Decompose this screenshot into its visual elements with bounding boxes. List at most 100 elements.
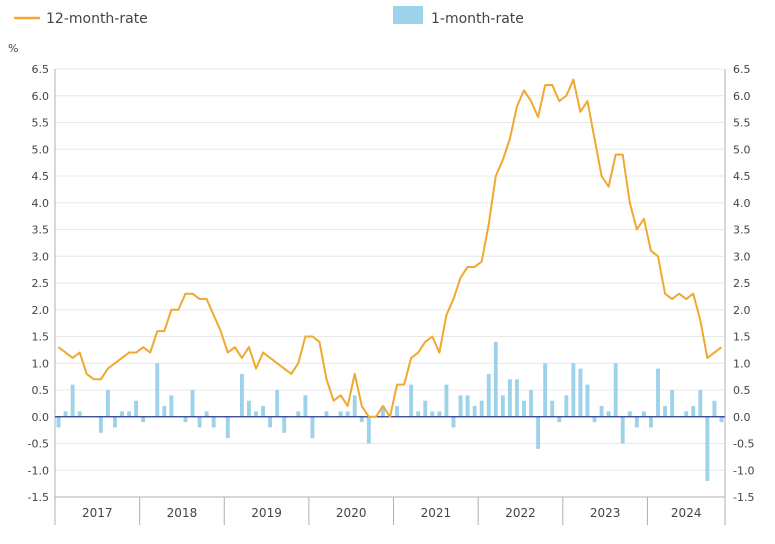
x-axis: 2017 2018 2019 2020 2021 2022 2023 2024 bbox=[54, 496, 726, 525]
y-tick-label-left: 4.5 bbox=[32, 170, 50, 183]
bar bbox=[303, 395, 308, 417]
bar bbox=[550, 400, 555, 417]
legend-bar-label: 1-month-rate bbox=[431, 11, 524, 27]
x-tick-label: 2023 bbox=[590, 506, 621, 520]
bar bbox=[70, 384, 75, 417]
y-tick-label-right: 2.5 bbox=[733, 277, 751, 290]
bar bbox=[247, 400, 251, 417]
y-tick-label-left: 5.5 bbox=[32, 117, 50, 130]
bar bbox=[691, 406, 696, 417]
y-axis-left: 6.5 6.0 5.5 5.0 4.5 4.0 3.5 3.0 2.5 2.0 1.5 1.0 0.5 0… bbox=[28, 63, 49, 504]
y-tick-label-right: -1.5 bbox=[733, 491, 754, 504]
bar bbox=[352, 395, 357, 417]
legend-bar-swatch bbox=[393, 6, 423, 24]
bar bbox=[698, 390, 703, 417]
bar bbox=[423, 400, 428, 417]
bar bbox=[197, 416, 202, 428]
bar bbox=[190, 390, 195, 417]
y-tick-label-right: -0.5 bbox=[733, 438, 754, 451]
y-tick-label-left: 3.5 bbox=[32, 224, 50, 237]
bar bbox=[127, 411, 131, 417]
y-axis-right: 6.5 6.0 5.5 5.0 4.5 4.0 3.5 3.0 2.5 2.0 1.5 1.0 0.5 0… bbox=[733, 63, 754, 504]
bar bbox=[105, 390, 110, 417]
bar bbox=[113, 416, 117, 428]
bar bbox=[338, 411, 343, 417]
line-series bbox=[57, 78, 723, 418]
y-tick-label-right: 4.5 bbox=[733, 170, 751, 183]
y-tick-label-right: 3.5 bbox=[733, 224, 751, 237]
bar bbox=[225, 416, 230, 439]
x-tick-label: 2018 bbox=[167, 506, 198, 520]
bar bbox=[620, 416, 625, 444]
bar bbox=[578, 368, 583, 417]
bar bbox=[472, 406, 477, 417]
bar bbox=[585, 384, 590, 417]
bar bbox=[670, 390, 675, 417]
bar bbox=[465, 395, 470, 417]
y-tick-label-right: 1.0 bbox=[733, 357, 751, 370]
x-tick-label: 2019 bbox=[251, 506, 282, 520]
bar bbox=[592, 416, 597, 423]
bar bbox=[204, 411, 209, 417]
y-tick-label-right: 5.5 bbox=[733, 117, 751, 130]
bar bbox=[366, 416, 371, 444]
y-tick-label-left: 2.5 bbox=[32, 277, 50, 290]
y-tick-label-left: 6.0 bbox=[32, 90, 50, 103]
y-tick-label-left: 6.5 bbox=[32, 63, 50, 76]
y-tick-label-right: 4.0 bbox=[733, 197, 751, 210]
y-tick-label-right: 0.5 bbox=[733, 384, 751, 397]
bar bbox=[599, 406, 604, 417]
bar bbox=[522, 400, 526, 417]
y-tick-label-right: 6.0 bbox=[733, 90, 751, 103]
bar bbox=[649, 416, 653, 428]
bar bbox=[310, 416, 315, 439]
unit-label: % bbox=[8, 42, 18, 55]
bar bbox=[507, 379, 512, 417]
bar bbox=[613, 363, 618, 417]
y-tick-label-right: 5.0 bbox=[733, 143, 751, 156]
bar bbox=[345, 411, 350, 417]
x-tick-label: 2020 bbox=[336, 506, 367, 520]
x-tick-label: 2022 bbox=[505, 506, 536, 520]
bar bbox=[656, 368, 660, 417]
bar bbox=[268, 416, 273, 428]
y-tick-label-left: 1.0 bbox=[32, 357, 50, 370]
bar bbox=[98, 416, 103, 433]
x-tick-label: 2024 bbox=[671, 506, 702, 520]
y-tick-label-left: -0.5 bbox=[28, 438, 49, 451]
bar bbox=[211, 416, 216, 428]
bar bbox=[155, 363, 160, 417]
y-tick-label-left: -1.5 bbox=[28, 491, 49, 504]
y-tick-label-right: -1.0 bbox=[733, 464, 754, 477]
bar bbox=[712, 400, 717, 417]
bar bbox=[458, 395, 463, 417]
bar bbox=[571, 363, 576, 417]
bar bbox=[120, 411, 124, 417]
bar bbox=[416, 411, 421, 417]
y-tick-label-left: 1.5 bbox=[32, 331, 50, 344]
y-tick-label-left: 5.0 bbox=[32, 143, 50, 156]
bar bbox=[409, 384, 414, 417]
y-tick-label-left: 2.0 bbox=[32, 304, 50, 317]
y-tick-label-right: 1.5 bbox=[733, 331, 751, 344]
bar bbox=[719, 416, 724, 423]
bar bbox=[641, 411, 646, 417]
x-tick-label: 2021 bbox=[421, 506, 452, 520]
bar bbox=[663, 406, 667, 417]
bar bbox=[515, 379, 519, 417]
bar bbox=[493, 341, 498, 417]
bar bbox=[275, 390, 280, 417]
bar bbox=[239, 373, 244, 417]
bar bbox=[479, 400, 484, 417]
bar bbox=[395, 406, 399, 417]
bar bbox=[430, 411, 435, 417]
y-tick-label-left: 0.5 bbox=[32, 384, 50, 397]
bar bbox=[606, 411, 611, 417]
bar bbox=[564, 395, 569, 417]
x-tick-label: 2017 bbox=[82, 506, 113, 520]
bar bbox=[437, 411, 442, 417]
bar bbox=[705, 416, 710, 481]
bar bbox=[543, 363, 548, 417]
